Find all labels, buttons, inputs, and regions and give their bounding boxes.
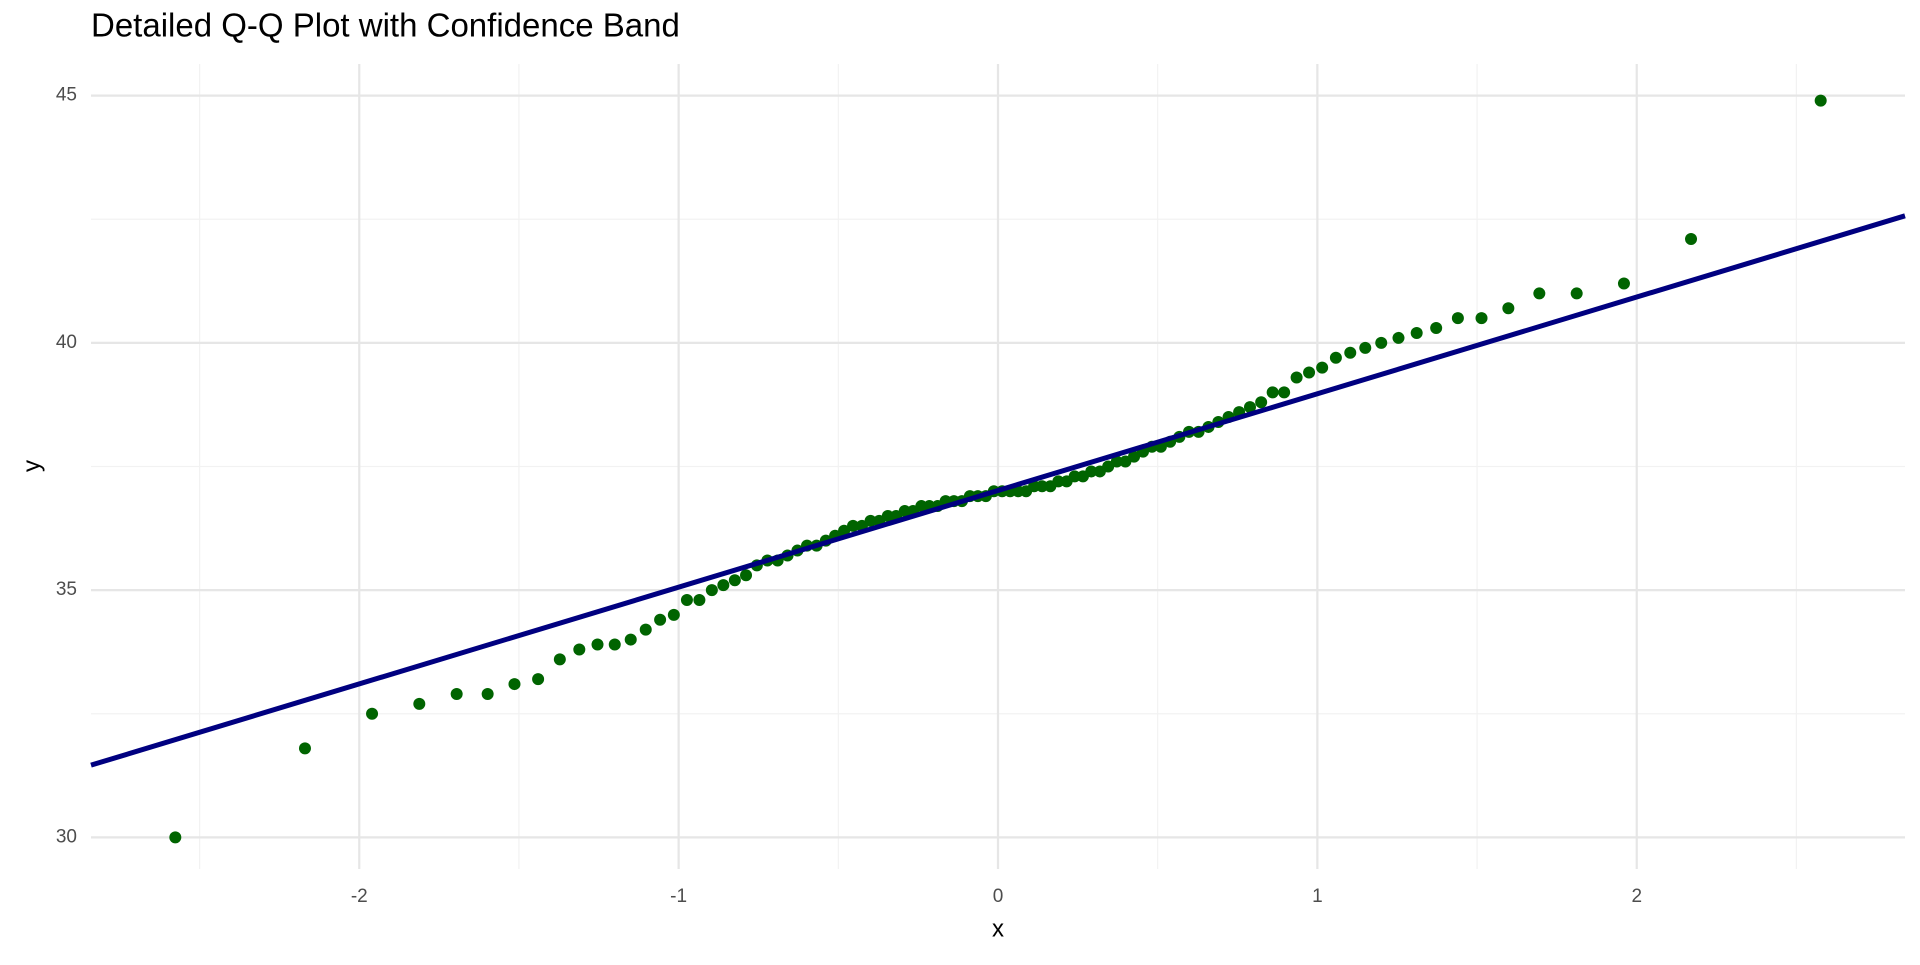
point bbox=[366, 707, 379, 720]
point bbox=[847, 519, 860, 532]
point bbox=[1430, 322, 1443, 335]
grid: -2 -1 0 1 2 30 35 40 45 bbox=[56, 64, 1905, 907]
point bbox=[639, 623, 652, 636]
point bbox=[624, 633, 637, 646]
point bbox=[1266, 386, 1279, 399]
point bbox=[298, 742, 311, 755]
point bbox=[717, 579, 730, 592]
point bbox=[573, 643, 586, 656]
point bbox=[1303, 366, 1316, 379]
point bbox=[1617, 277, 1630, 290]
point bbox=[508, 678, 521, 691]
point bbox=[1110, 455, 1123, 468]
point bbox=[898, 505, 911, 518]
point bbox=[1255, 396, 1268, 409]
point bbox=[1316, 361, 1329, 374]
point bbox=[1329, 351, 1342, 364]
point bbox=[413, 697, 426, 710]
point bbox=[1036, 480, 1049, 493]
point bbox=[1290, 371, 1303, 384]
y-tick-label: 30 bbox=[56, 826, 77, 847]
point bbox=[1814, 94, 1827, 107]
point bbox=[169, 831, 182, 844]
point bbox=[591, 638, 604, 651]
x-tick-label: 2 bbox=[1631, 886, 1642, 907]
y-tick-label: 35 bbox=[56, 579, 77, 600]
point bbox=[705, 584, 718, 597]
point bbox=[1533, 287, 1546, 300]
point bbox=[1502, 302, 1515, 315]
point bbox=[881, 509, 894, 522]
point bbox=[667, 608, 680, 621]
point bbox=[1375, 336, 1388, 349]
point bbox=[608, 638, 621, 651]
point bbox=[1085, 465, 1098, 478]
x-axis-title: x bbox=[992, 915, 1004, 942]
point bbox=[1068, 470, 1081, 483]
point bbox=[680, 594, 693, 607]
x-tick-label: 1 bbox=[1312, 886, 1323, 907]
point bbox=[864, 514, 877, 527]
point bbox=[728, 574, 741, 587]
point bbox=[654, 613, 667, 626]
reference-line bbox=[90, 213, 1906, 768]
point bbox=[1475, 312, 1488, 325]
point bbox=[1685, 233, 1698, 246]
point bbox=[1243, 401, 1256, 414]
point bbox=[1410, 326, 1423, 339]
point bbox=[740, 569, 753, 582]
marks bbox=[90, 94, 1906, 844]
y-tick-label: 40 bbox=[56, 332, 77, 353]
x-tick-label: -1 bbox=[670, 886, 687, 907]
y-axis-title: y bbox=[18, 460, 45, 472]
point bbox=[1278, 386, 1291, 399]
point bbox=[1392, 331, 1405, 344]
point bbox=[1128, 450, 1141, 463]
x-tick-label: 0 bbox=[993, 886, 1004, 907]
point bbox=[532, 673, 545, 686]
y-tick-label: 45 bbox=[56, 85, 77, 106]
x-tick-label: -2 bbox=[351, 886, 368, 907]
point bbox=[1344, 346, 1357, 359]
point bbox=[1570, 287, 1583, 300]
point bbox=[450, 687, 463, 700]
point bbox=[1451, 312, 1464, 325]
point bbox=[693, 594, 706, 607]
point bbox=[481, 687, 494, 700]
point bbox=[553, 653, 566, 666]
point bbox=[1359, 341, 1372, 354]
chart-title: Detailed Q-Q Plot with Confidence Band bbox=[91, 7, 680, 44]
point bbox=[1052, 475, 1065, 488]
